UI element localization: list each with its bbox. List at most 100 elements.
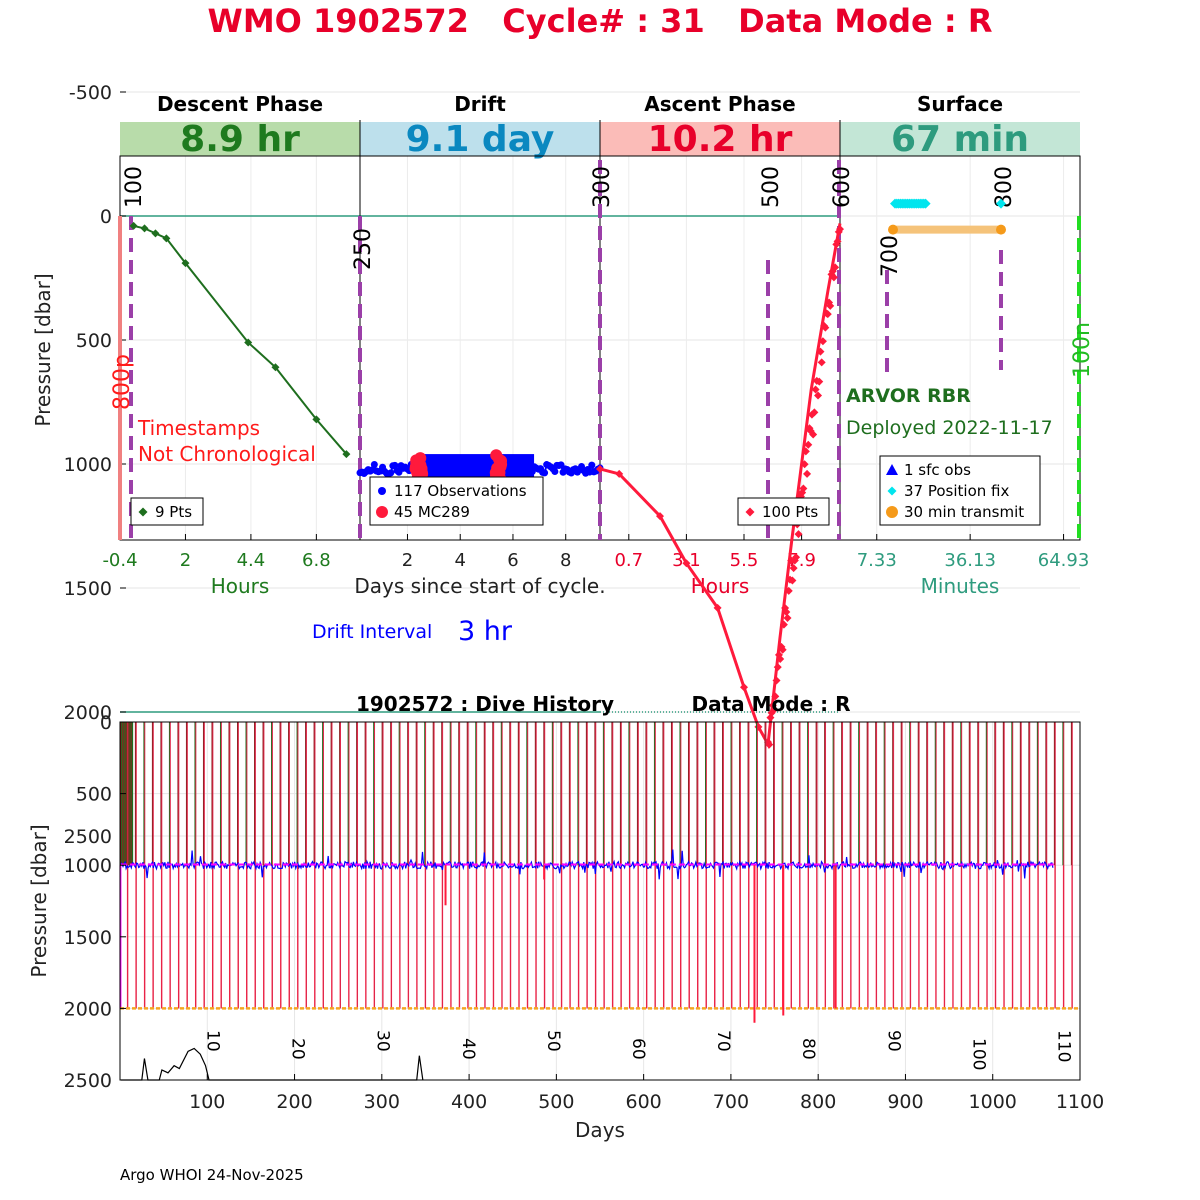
plot-frame-bottom xyxy=(119,721,1081,1081)
legend-marker xyxy=(745,507,755,517)
marker-label-700: 700 xyxy=(878,235,903,277)
legend-marker xyxy=(887,486,897,496)
ascent-point xyxy=(810,408,819,417)
banner-drift xyxy=(360,122,600,156)
x-tick-label-ascent: 0.7 xyxy=(614,550,643,571)
history-cycle-label: 40 xyxy=(458,1038,478,1060)
marker-label-800p: 800p xyxy=(110,354,135,410)
y-tick-label: -500 xyxy=(69,82,112,104)
history-cycle-label: 90 xyxy=(883,1030,903,1052)
x-unit-ascent: Hours xyxy=(691,574,750,598)
ascent-point xyxy=(801,447,810,456)
history-cycle-label: 10 xyxy=(203,1030,223,1052)
y-tick-label: 2500 xyxy=(64,826,112,848)
banner-descent xyxy=(120,122,360,156)
history-title: 1902572 : Dive History xyxy=(356,692,614,716)
ascent-point xyxy=(817,358,826,367)
y-tick-label: 1000 xyxy=(64,454,112,476)
ascent-point xyxy=(826,301,835,310)
legend-marker xyxy=(376,506,388,518)
transmit-start-point xyxy=(888,224,898,235)
ascent-point xyxy=(771,692,780,701)
descent-point xyxy=(312,415,321,424)
history-x-tick-label: 900 xyxy=(887,1091,923,1113)
history-y-tick-label: 2000 xyxy=(64,998,112,1020)
ascent-point xyxy=(772,676,781,685)
descent-point xyxy=(162,234,171,243)
x-tick-label-drift: 8 xyxy=(560,550,571,571)
y-axis-label: Pressure [dbar] xyxy=(31,273,55,426)
ascent-point xyxy=(773,663,782,672)
marker-label-600: 600 xyxy=(830,166,855,208)
ascent-point xyxy=(811,385,820,394)
legend-box-surface xyxy=(879,455,1041,526)
history-cycle-label: 70 xyxy=(713,1030,733,1052)
ascent-point xyxy=(816,347,825,356)
ascent-point xyxy=(682,559,691,568)
history-cycle-label: 60 xyxy=(628,1038,648,1060)
mc-point xyxy=(412,454,425,467)
descent-point xyxy=(181,259,190,268)
x-tick-label-surface: 7.33 xyxy=(857,550,897,571)
x-unit-descent: Hours xyxy=(211,574,270,598)
banner-text-drift: 9.1 day xyxy=(406,119,555,160)
history-y-tick-label: 1500 xyxy=(64,927,112,949)
legend-marker xyxy=(886,464,898,475)
ascent-point xyxy=(804,440,813,449)
ascent-point xyxy=(815,377,824,386)
legend-marker xyxy=(378,487,386,495)
marker-label-100n: 100n xyxy=(1070,322,1095,378)
y-tick-label: 0 xyxy=(100,206,112,228)
marker-label-250: 250 xyxy=(351,228,376,270)
drift-point xyxy=(370,461,378,469)
x-axis-label-center: Days since start of cycle. xyxy=(354,574,605,598)
marker-label-100: 100 xyxy=(122,166,147,208)
legend-label: 117 Observations xyxy=(394,482,527,500)
legend-label: 9 Pts xyxy=(155,503,192,521)
history-bottom-trace xyxy=(120,1047,424,1081)
mc-point xyxy=(495,458,508,471)
ascent-point xyxy=(713,603,722,612)
history-cycle-label: 20 xyxy=(288,1038,308,1060)
x-tick-label-drift: 4 xyxy=(454,550,465,571)
annotation-timestamps: Timestamps xyxy=(137,416,260,440)
position-fix-point xyxy=(996,198,1006,209)
legend-label: 37 Position fix xyxy=(904,482,1009,500)
x-tick-label-descent: 6.8 xyxy=(302,550,331,571)
ascent-point xyxy=(788,576,797,585)
ascent-point xyxy=(740,683,748,692)
drift-point xyxy=(588,461,596,469)
ascent-point xyxy=(836,225,844,234)
drift-point xyxy=(541,469,549,477)
chart-title: WMO 1902572 Cycle# : 31 Data Mode : R xyxy=(0,2,1200,40)
history-x-tick-label: 200 xyxy=(276,1091,312,1113)
phase-title-ascent: Ascent Phase xyxy=(644,92,795,116)
history-x-tick-label: 500 xyxy=(538,1091,574,1113)
title-wmo: WMO 1902572 xyxy=(207,2,469,40)
drift-point xyxy=(551,468,559,476)
drift-point xyxy=(387,469,395,477)
ascent-point xyxy=(776,655,785,664)
ascent-point xyxy=(814,391,823,400)
descent-point xyxy=(140,224,149,233)
y-tick-label: 2000 xyxy=(64,702,112,724)
legend-label: 100 Pts xyxy=(762,503,818,521)
history-x-tick-label: 600 xyxy=(626,1091,662,1113)
ascent-point xyxy=(799,484,808,493)
ascent-point xyxy=(782,607,791,616)
legend-label: 45 MC289 xyxy=(394,503,470,521)
history-mode: Data Mode : R xyxy=(692,692,851,716)
phase-title-drift: Drift xyxy=(454,92,506,116)
phase-title-descent: Descent Phase xyxy=(157,92,323,116)
descent-point xyxy=(151,229,160,238)
history-x-tick-label: 100 xyxy=(189,1091,225,1113)
ascent-point xyxy=(779,620,788,629)
ascent-point xyxy=(615,469,624,478)
history-x-tick-label: 400 xyxy=(451,1091,487,1113)
ascent-point xyxy=(829,273,838,282)
ascent-point xyxy=(792,553,801,562)
ascent-point xyxy=(656,512,664,521)
marker-label-500: 500 xyxy=(759,166,784,208)
banner-text-surface: 67 min xyxy=(891,119,1029,160)
title-cycle: Cycle# : 31 xyxy=(502,2,705,40)
